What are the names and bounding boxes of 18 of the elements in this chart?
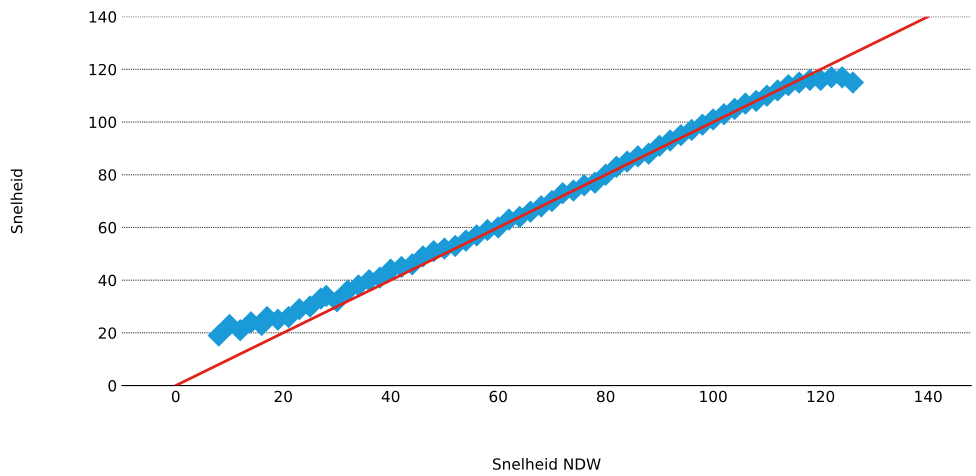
x-tick-label: 0 (172, 390, 180, 402)
x-tick-label: 120 (808, 390, 834, 402)
x-tick-label: 40 (382, 390, 400, 402)
y-tick-label: 60 (98, 222, 116, 234)
y-tick-label: 40 (98, 274, 116, 286)
x-tick-label: 100 (700, 390, 727, 402)
x-tick-label: 140 (915, 390, 942, 402)
y-tick-label: 20 (98, 327, 116, 339)
x-tick-label: 20 (274, 390, 292, 402)
x-axis-title: Snelheid NDW (492, 458, 601, 470)
y-tick-label: 120 (90, 64, 116, 76)
x-tick-label: 80 (596, 390, 614, 402)
y-tick-label: 0 (108, 380, 116, 392)
x-tick-label: 60 (490, 390, 507, 402)
y-tick-label: 140 (90, 11, 116, 23)
y-axis-title: Snelheid (10, 169, 23, 234)
y-tick-label: 80 (98, 169, 116, 181)
y-tick-label: 100 (90, 116, 116, 128)
